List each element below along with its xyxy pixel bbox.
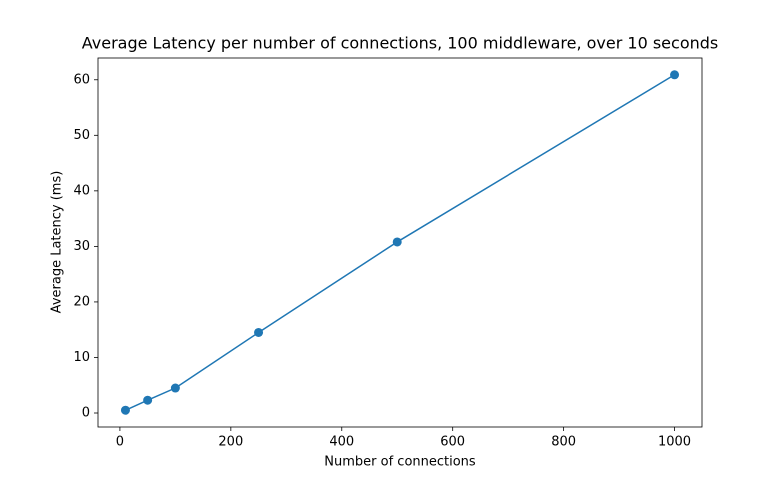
x-tick-label: 1000: [658, 435, 691, 450]
y-tick-label: 10: [73, 350, 90, 365]
plot-frame: [97, 57, 703, 428]
x-tick-label: 0: [116, 435, 124, 450]
y-tick-label: 20: [73, 294, 90, 309]
data-point: [392, 237, 402, 247]
y-tick-label: 60: [73, 72, 90, 87]
y-tick-label: 50: [73, 128, 90, 143]
chart-title: Average Latency per number of connection…: [82, 34, 718, 53]
data-point: [120, 405, 130, 415]
data-point: [170, 383, 180, 393]
y-tick-label: 30: [73, 239, 90, 254]
y-axis-label: Average Latency (ms): [50, 171, 65, 314]
x-tick-label: 800: [551, 435, 576, 450]
data-point: [254, 327, 264, 337]
x-tick-label: 400: [329, 435, 354, 450]
y-tick-label: 40: [73, 183, 90, 198]
data-point: [143, 395, 153, 405]
x-tick-label: 200: [218, 435, 243, 450]
data-point: [670, 70, 680, 80]
x-axis-label: Number of connections: [324, 455, 476, 470]
y-tick-label: 0: [82, 406, 90, 421]
x-tick-label: 600: [440, 435, 465, 450]
